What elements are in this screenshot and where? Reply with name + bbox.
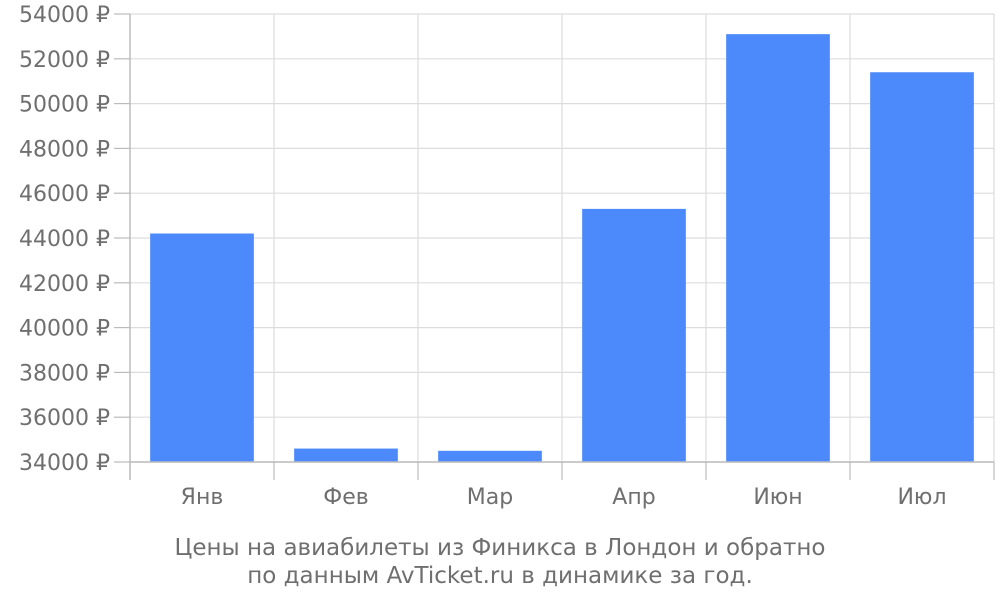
y-tick-label: 44000 ₽ bbox=[19, 227, 110, 252]
bar bbox=[582, 208, 686, 462]
chart-caption-line-1: Цены на авиабилеты из Финикса в Лондон и… bbox=[174, 535, 826, 561]
x-tick-labels: Янв Фев Мар Апр Июн Июл bbox=[181, 485, 947, 510]
y-tick-label: 40000 ₽ bbox=[19, 317, 110, 342]
y-tick-label: 34000 ₽ bbox=[19, 451, 110, 476]
x-tick-label: Июн bbox=[753, 485, 802, 510]
bar bbox=[294, 448, 398, 462]
y-tick-labels: 34000 ₽ 36000 ₽ 38000 ₽ 40000 ₽ 42000 ₽ 44000… bbox=[19, 3, 110, 476]
y-tick-label: 36000 ₽ bbox=[19, 406, 110, 431]
y-tick-label: 42000 ₽ bbox=[19, 272, 110, 297]
axis-layer bbox=[114, 13, 995, 480]
grid-layer bbox=[129, 13, 995, 463]
bar bbox=[150, 233, 254, 462]
y-tick-label: 46000 ₽ bbox=[19, 182, 110, 207]
bar bbox=[870, 72, 974, 463]
x-tick-label: Апр bbox=[612, 485, 655, 510]
bars-layer bbox=[150, 34, 974, 463]
y-tick-label: 54000 ₽ bbox=[19, 3, 110, 28]
x-tick-label: Июл bbox=[897, 485, 946, 510]
bar-chart: 34000 ₽ 36000 ₽ 38000 ₽ 40000 ₽ 42000 ₽ 44000… bbox=[19, 3, 995, 510]
chart-caption-line-2: по данным AvTicket.ru в динамике за год. bbox=[247, 563, 753, 589]
y-tick-label: 50000 ₽ bbox=[19, 93, 110, 118]
y-tick-label: 52000 ₽ bbox=[19, 48, 110, 73]
bar bbox=[726, 34, 830, 462]
bar bbox=[438, 450, 542, 462]
x-tick-label: Янв bbox=[181, 485, 224, 510]
x-tick-label: Фев bbox=[323, 485, 368, 510]
y-tick-label: 48000 ₽ bbox=[19, 137, 110, 162]
x-tick-label: Мар bbox=[467, 485, 513, 510]
y-tick-label: 38000 ₽ bbox=[19, 361, 110, 386]
